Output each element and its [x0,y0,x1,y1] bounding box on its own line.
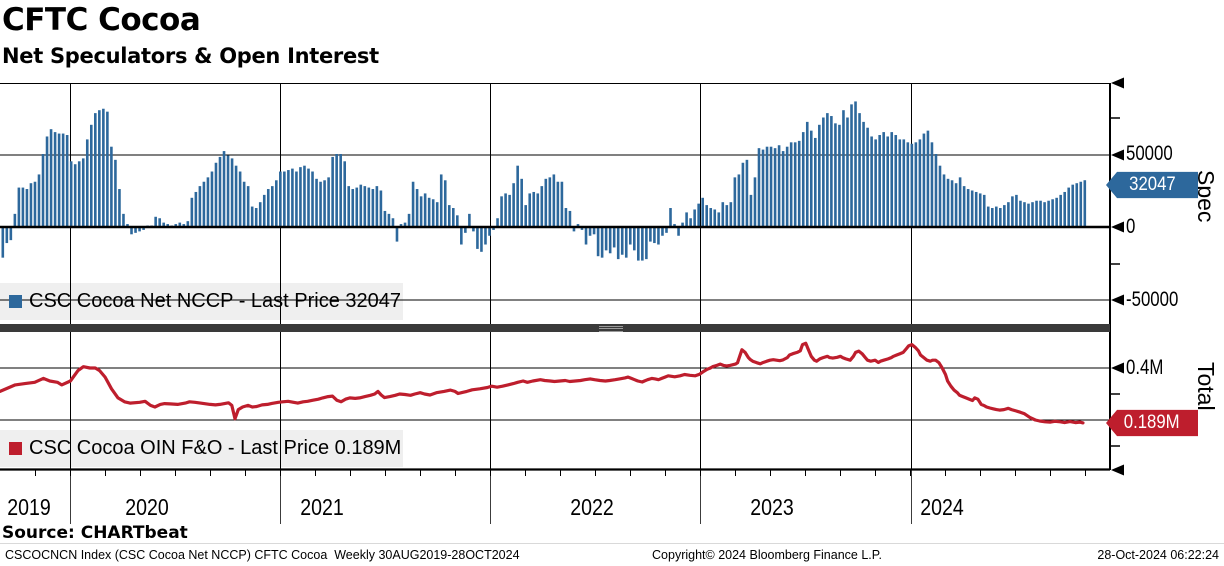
spec-legend-box [0,283,403,320]
year-separator [280,470,281,524]
total-legend-box [0,430,403,467]
spec-last-price-badge: 32047 [1106,171,1198,199]
footer-copyright: Copyright© 2024 Bloomberg Finance L.P. [652,548,882,562]
footer-ticker-info: CSCOCNCN Index (CSC Cocoa Net NCCP) CFTC… [5,548,520,562]
right-axis [1109,77,1124,476]
spec-axis-tick-0: 0 [1126,215,1136,238]
total-legend[interactable]: CSC Cocoa OIN F&O - Last Price 0.189M [9,437,401,460]
spec-axis-tick-neg50000: -50000 [1126,288,1179,311]
spec-last-price-value: 32047 [1128,174,1176,195]
panel-resize-handle-icon[interactable] [599,326,623,332]
xaxis-year-2019: 2019 [7,494,51,520]
spec-bar-chart-panel[interactable] [0,83,1110,324]
year-separator [700,470,701,524]
year-separator [490,470,491,524]
xaxis-year-2023: 2023 [750,494,794,520]
xaxis-year-2024: 2024 [920,494,964,520]
total-line-chart-panel[interactable] [0,332,1110,478]
total-series-swatch-icon [9,442,22,455]
footer-timestamp: 28-Oct-2024 06:22:24 [1097,548,1219,562]
spec-series-swatch-icon [9,295,22,308]
panel-divider [0,324,1110,332]
total-last-price-value: 0.189M [1124,412,1180,433]
spec-legend-label: CSC Cocoa Net NCCP - Last Price 32047 [29,290,402,312]
total-axis-tick-04m: 0.4M [1126,356,1164,379]
spec-axis-tick-50000: 50000 [1126,142,1173,165]
page-subtitle: Net Speculators & Open Interest [2,44,379,68]
total-legend-label: CSC Cocoa OIN F&O - Last Price 0.189M [29,437,402,459]
xaxis-year-2022: 2022 [570,494,614,520]
spec-legend[interactable]: CSC Cocoa Net NCCP - Last Price 32047 [9,290,401,313]
xaxis-year-2020: 2020 [125,494,169,520]
total-last-price-badge: 0.189M [1106,409,1198,437]
total-axis-title: Total [1193,362,1219,411]
page-title: CFTC Cocoa [2,2,201,38]
source-line: Source: CHARTbeat [2,523,188,543]
year-separator [70,470,71,524]
xaxis-year-2021: 2021 [300,494,344,520]
footer-divider [0,543,1224,544]
year-separator [911,470,912,524]
